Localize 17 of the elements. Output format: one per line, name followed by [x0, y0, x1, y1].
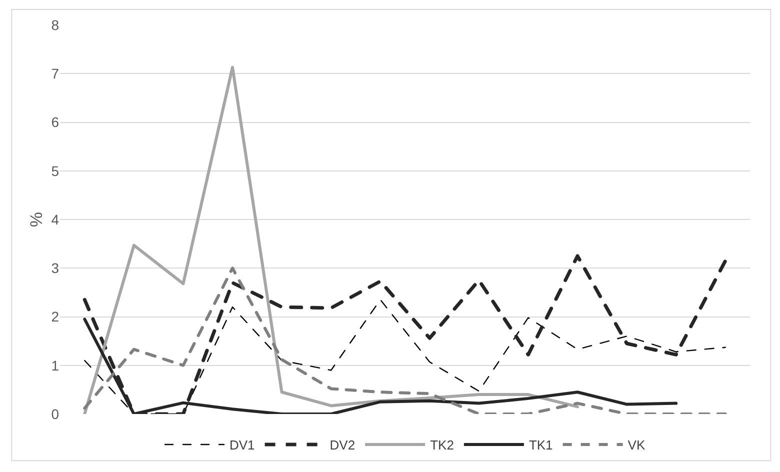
legend-label: TK2 — [430, 438, 454, 453]
line-series — [84, 299, 726, 414]
y-axis-title: % — [26, 212, 46, 228]
legend-label: VK — [628, 438, 646, 453]
legend-label: DV1 — [230, 438, 255, 453]
y-tick-label: 0 — [51, 406, 60, 422]
y-tick-label: 6 — [51, 114, 60, 130]
y-tick-label: 1 — [51, 357, 60, 374]
y-tick-label: 8 — [51, 16, 60, 33]
y-tick-label: 4 — [51, 211, 60, 228]
y-tick-label: 7 — [51, 66, 60, 82]
y-tick-label: 5 — [51, 162, 60, 179]
y-tick-label: 3 — [51, 260, 60, 276]
legend-label: TK1 — [528, 438, 553, 453]
legend-label: DV2 — [330, 438, 356, 453]
line-series — [83, 66, 579, 414]
y-tick-label: 2 — [51, 308, 60, 325]
